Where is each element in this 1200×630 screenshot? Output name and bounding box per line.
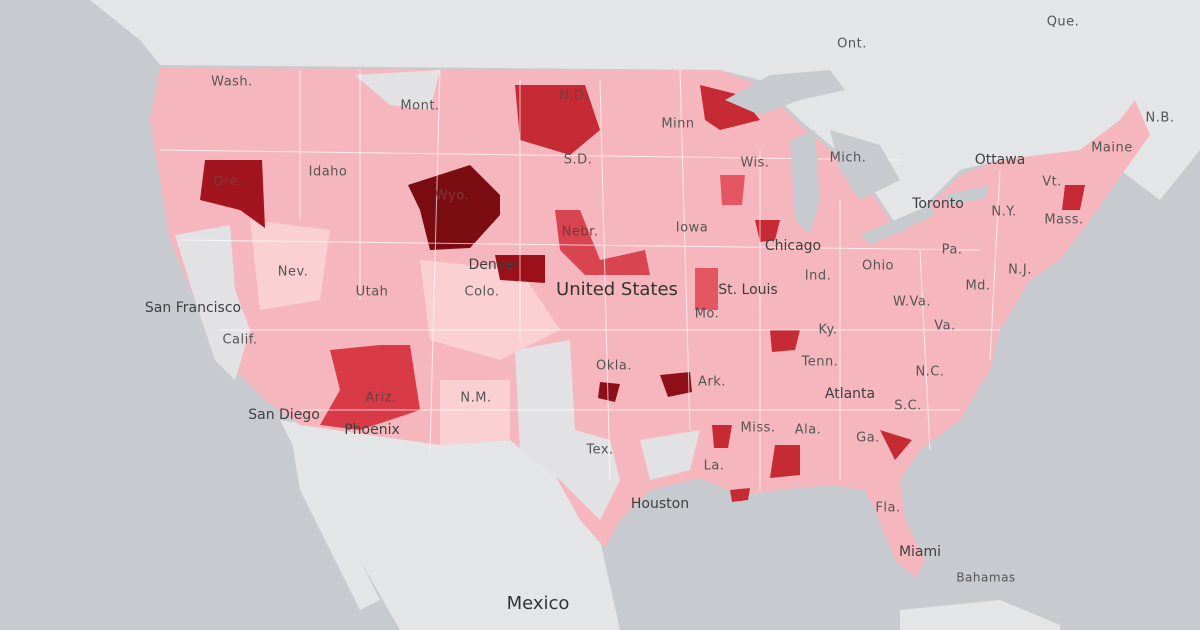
no-data-region <box>355 70 440 110</box>
place-label: Phoenix <box>344 422 400 438</box>
dark-region <box>880 430 912 460</box>
place-label: Ind. <box>805 269 831 284</box>
place-label: Mich. <box>830 151 867 166</box>
place-label: Ont. <box>837 37 867 52</box>
place-label: S.C. <box>894 399 922 414</box>
dark-region <box>720 175 745 205</box>
place-label: Nev. <box>278 265 309 280</box>
place-label: Idaho <box>309 165 348 180</box>
place-label: Chicago <box>765 238 821 254</box>
canada-land <box>90 0 1200 230</box>
place-label: Ariz. <box>365 391 396 406</box>
dark-region <box>200 160 265 228</box>
no-data-region <box>640 430 700 480</box>
place-label: Ore. <box>213 175 242 190</box>
lake-erie <box>860 205 935 245</box>
mexico-land <box>280 420 620 630</box>
place-label: Mexico <box>507 593 570 614</box>
dark-region <box>320 345 420 430</box>
dark-region <box>1062 185 1085 210</box>
place-label: Md. <box>965 279 990 294</box>
place-label: Pa. <box>942 243 963 258</box>
dark-region <box>755 220 780 242</box>
place-label: Bahamas <box>956 571 1015 585</box>
place-label: Nebr. <box>562 225 599 240</box>
dark-region <box>660 372 692 397</box>
place-label: Tex. <box>585 443 613 458</box>
place-label: S.D. <box>564 153 593 168</box>
place-label: Toronto <box>911 196 964 212</box>
place-label: Que. <box>1047 15 1080 30</box>
dark-region <box>730 488 750 502</box>
place-label: Houston <box>631 496 689 512</box>
lake-huron <box>830 130 900 200</box>
place-label: Mo. <box>695 307 720 322</box>
place-label: Atlanta <box>825 386 875 402</box>
place-label: Calif. <box>222 333 257 348</box>
dark-region <box>712 425 732 448</box>
baja <box>290 430 380 610</box>
dark-region <box>700 85 760 130</box>
lake-ontario <box>945 185 990 205</box>
place-label: Ohio <box>862 259 894 274</box>
place-label: Ala. <box>795 423 822 438</box>
place-label: Colo. <box>465 285 500 300</box>
place-label: N.J. <box>1008 263 1032 278</box>
place-label: San Diego <box>248 407 320 423</box>
place-label: Maine <box>1091 141 1133 156</box>
place-label: Va. <box>934 319 955 334</box>
place-label: United States <box>556 279 678 300</box>
region-border <box>159 69 1001 490</box>
light-region <box>420 260 560 360</box>
place-label: Iowa <box>676 221 708 236</box>
lake-superior <box>725 70 845 115</box>
lake-michigan <box>790 130 820 235</box>
place-label: N.Y. <box>991 205 1016 220</box>
place-label: Ky. <box>818 323 837 338</box>
place-label: Ga. <box>856 431 880 446</box>
dark-region <box>695 268 718 310</box>
place-label: Ottawa <box>975 152 1026 168</box>
place-label: N.B. <box>1146 111 1175 126</box>
place-label: N.M. <box>460 391 491 406</box>
place-label: W.Va. <box>893 295 931 310</box>
dark-region <box>770 330 800 352</box>
place-label: N.D. <box>559 89 589 104</box>
place-label: Wyo. <box>435 189 469 204</box>
no-data-region <box>175 225 250 380</box>
place-label: Denver <box>469 257 520 273</box>
place-label: Wis. <box>740 156 769 171</box>
light-region <box>250 220 330 310</box>
place-label: Mont. <box>400 99 439 114</box>
place-label: Ark. <box>698 375 726 390</box>
no-data-region <box>515 340 620 520</box>
light-region <box>440 380 510 445</box>
dark-region <box>598 382 620 402</box>
place-label: Mass. <box>1044 213 1083 228</box>
place-label: La. <box>704 459 725 474</box>
place-label: Minn <box>661 117 694 132</box>
place-label: Miss. <box>740 421 775 436</box>
dark-region <box>770 445 800 478</box>
place-label: San Francisco <box>145 300 241 316</box>
dark-region <box>515 85 600 155</box>
place-label: Tenn. <box>801 355 839 370</box>
place-label: Fla. <box>875 501 900 516</box>
place-label: Vt. <box>1042 175 1062 190</box>
cuba <box>900 600 1060 630</box>
dark-region <box>408 165 500 250</box>
place-label: Okla. <box>596 359 632 374</box>
place-label: N.C. <box>915 365 944 380</box>
dark-region <box>555 210 650 275</box>
place-label: Wash. <box>211 75 253 90</box>
place-label: Miami <box>899 544 941 560</box>
place-label: Utah <box>356 285 389 300</box>
place-label: St. Louis <box>718 282 777 298</box>
